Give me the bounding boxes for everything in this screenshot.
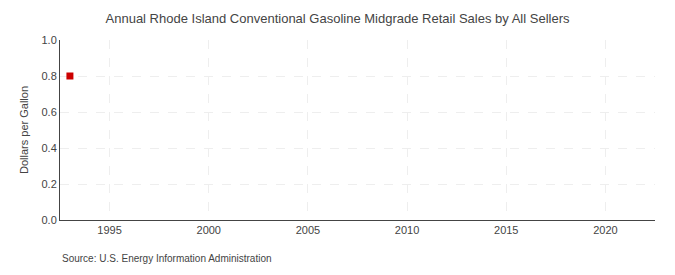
svg-text:0.4: 0.4	[42, 142, 57, 154]
svg-text:1995: 1995	[97, 224, 121, 236]
svg-text:2005: 2005	[296, 224, 320, 236]
svg-text:2020: 2020	[593, 224, 617, 236]
svg-text:2010: 2010	[395, 224, 419, 236]
svg-text:Source: U.S. Energy Informatio: Source: U.S. Energy Information Administ…	[62, 253, 272, 264]
svg-text:0.2: 0.2	[42, 178, 57, 190]
svg-text:1.0: 1.0	[42, 34, 57, 46]
svg-text:Dollars per Gallon: Dollars per Gallon	[18, 86, 30, 174]
svg-text:Annual Rhode Island Convention: Annual Rhode Island Conventional Gasolin…	[106, 11, 570, 26]
svg-text:0.8: 0.8	[42, 70, 57, 82]
svg-text:0.6: 0.6	[42, 106, 57, 118]
svg-text:2015: 2015	[494, 224, 518, 236]
svg-text:2000: 2000	[197, 224, 221, 236]
svg-text:0.0: 0.0	[42, 214, 57, 226]
